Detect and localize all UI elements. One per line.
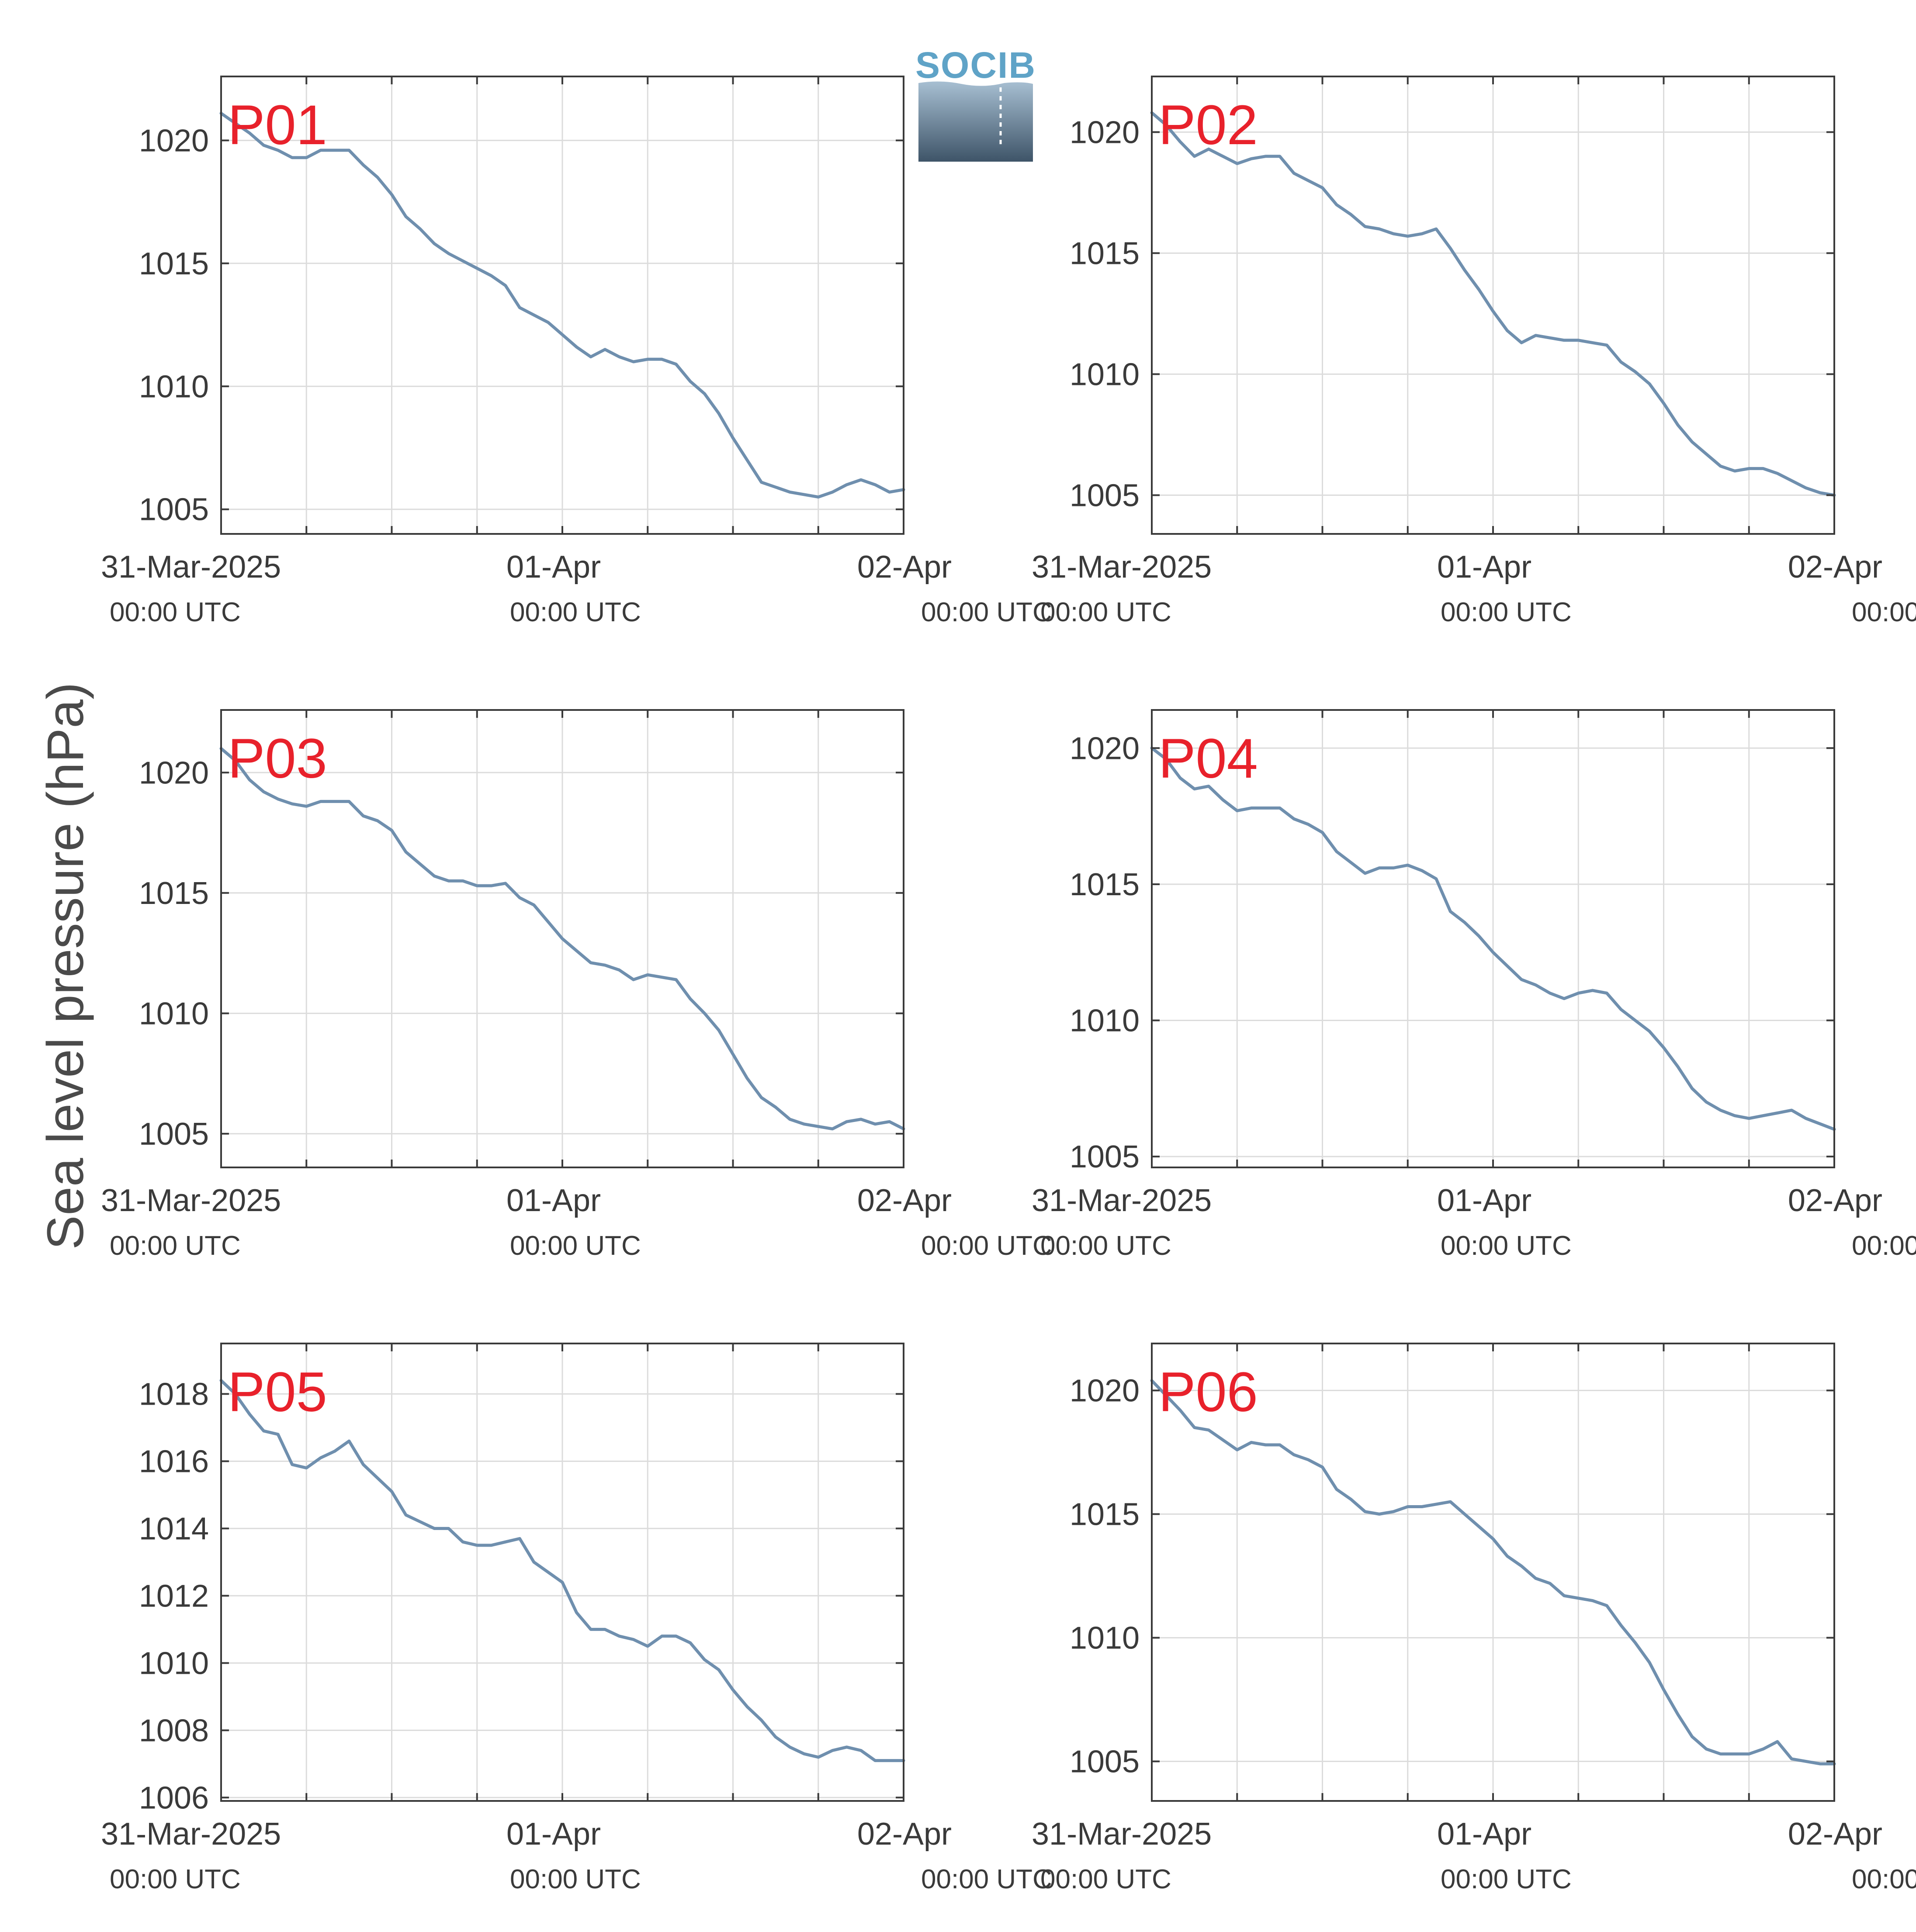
x-tick-sublabel: 00:00 UTC — [1040, 1231, 1171, 1261]
x-tick-label: 02-Apr — [1788, 550, 1882, 585]
y-tick-label: 1020 — [139, 755, 209, 790]
panel-label-p06: P06 — [1158, 1361, 1258, 1423]
y-tick-label: 1014 — [139, 1511, 209, 1546]
x-tick-label: 02-Apr — [857, 550, 952, 585]
panel-label-p02: P02 — [1158, 94, 1258, 156]
x-tick-sublabel: 00:00 UTC — [1040, 1864, 1171, 1894]
chart-panel-p05: 1006 1008 1010 1012 1014 1016 1018 31-Mar-2025 0… — [101, 1343, 1052, 1894]
y-tick-label: 1015 — [1070, 236, 1140, 271]
y-tick-label: 1010 — [139, 369, 209, 404]
series-line-p01 — [219, 111, 905, 499]
x-tick-label: 01-Apr — [1437, 1183, 1531, 1218]
series-line-p03 — [219, 747, 905, 1131]
y-tick-label: 1008 — [139, 1713, 209, 1748]
x-tick-sublabel: 00:00 UTC — [510, 1864, 641, 1894]
y-tick-label: 1010 — [139, 996, 209, 1031]
x-tick-sublabel: 00:00 UTC — [921, 597, 1052, 627]
x-tick-sublabel: 00:00 UTC — [1852, 597, 1916, 627]
x-tick-label: 31-Mar-2025 — [101, 1817, 281, 1852]
x-tick-label: 01-Apr — [506, 550, 601, 585]
series-line-p04 — [1150, 746, 1836, 1131]
panel-label-p05: P05 — [228, 1361, 327, 1423]
panel-label-p04: P04 — [1158, 727, 1258, 790]
socib-logo: SOCIB — [915, 45, 1036, 162]
chart-panel-p01: 1005 1010 1015 1020 31-Mar-2025 00:00 UTC 01-A… — [101, 76, 1052, 627]
x-tick-sublabel: 00:00 UTC — [510, 597, 641, 627]
x-tick-label: 02-Apr — [1788, 1183, 1882, 1218]
x-tick-sublabel: 00:00 UTC — [1040, 597, 1171, 627]
x-tick-label: 31-Mar-2025 — [1032, 1817, 1212, 1852]
y-tick-label: 1015 — [139, 876, 209, 911]
x-tick-sublabel: 00:00 UTC — [1441, 597, 1572, 627]
x-tick-label: 31-Mar-2025 — [101, 550, 281, 585]
x-tick-label: 01-Apr — [506, 1183, 601, 1218]
panels: 1005 1010 1015 1020 31-Mar-2025 00:00 UTC 01-A… — [101, 76, 1916, 1894]
y-tick-label: 1015 — [1070, 867, 1140, 902]
y-tick-label: 1005 — [1070, 478, 1140, 513]
y-tick-label: 1006 — [139, 1780, 209, 1815]
x-tick-sublabel: 00:00 UTC — [921, 1864, 1052, 1894]
x-tick-sublabel: 00:00 UTC — [1441, 1231, 1572, 1261]
x-tick-label: 01-Apr — [506, 1817, 601, 1852]
x-tick-label: 31-Mar-2025 — [101, 1183, 281, 1218]
x-tick-sublabel: 00:00 UTC — [1852, 1864, 1916, 1894]
y-tick-label: 1018 — [139, 1377, 209, 1412]
x-tick-sublabel: 00:00 UTC — [510, 1231, 641, 1261]
y-tick-label: 1015 — [1070, 1497, 1140, 1532]
x-tick-sublabel: 00:00 UTC — [110, 597, 241, 627]
y-axis-title: Sea level pressure (hPa) — [37, 682, 94, 1250]
chart-panel-p06: 1005 1010 1015 1020 31-Mar-2025 00:00 UTC 01-A… — [1032, 1343, 1916, 1894]
x-tick-label: 02-Apr — [857, 1817, 952, 1852]
series-line-p02 — [1150, 111, 1836, 497]
logo-wave-block — [918, 81, 1033, 162]
x-tick-label: 02-Apr — [1788, 1817, 1882, 1852]
x-tick-label: 31-Mar-2025 — [1032, 1183, 1212, 1218]
y-tick-label: 1012 — [139, 1579, 209, 1613]
y-tick-label: 1020 — [1070, 731, 1140, 766]
x-tick-label: 01-Apr — [1437, 550, 1531, 585]
y-tick-label: 1020 — [1070, 1374, 1140, 1409]
y-tick-label: 1010 — [1070, 1003, 1140, 1038]
y-tick-label: 1020 — [1070, 115, 1140, 150]
logo-text: SOCIB — [915, 45, 1036, 86]
x-tick-label: 31-Mar-2025 — [1032, 550, 1212, 585]
x-tick-label: 01-Apr — [1437, 1817, 1531, 1852]
x-tick-sublabel: 00:00 UTC — [1852, 1231, 1916, 1261]
y-tick-label: 1005 — [139, 492, 209, 527]
y-tick-label: 1016 — [139, 1444, 209, 1479]
y-tick-label: 1005 — [139, 1117, 209, 1152]
y-tick-label: 1010 — [1070, 1620, 1140, 1655]
y-tick-label: 1015 — [139, 246, 209, 281]
x-tick-sublabel: 00:00 UTC — [110, 1864, 241, 1894]
x-tick-sublabel: 00:00 UTC — [921, 1231, 1052, 1261]
chart-panel-p03: 1005 1010 1015 1020 31-Mar-2025 00:00 UTC 01-A… — [101, 709, 1052, 1261]
x-tick-sublabel: 00:00 UTC — [1441, 1864, 1572, 1894]
y-tick-label: 1010 — [1070, 357, 1140, 392]
panel-label-p03: P03 — [228, 727, 327, 790]
chart-panel-p04: 1005 1010 1015 1020 31-Mar-2025 00:00 UTC 01-A… — [1032, 709, 1916, 1261]
x-tick-sublabel: 00:00 UTC — [110, 1231, 241, 1261]
y-tick-label: 1020 — [139, 123, 209, 158]
y-tick-label: 1005 — [1070, 1744, 1140, 1779]
y-tick-label: 1010 — [139, 1646, 209, 1681]
panel-label-p01: P01 — [228, 94, 327, 156]
y-tick-label: 1005 — [1070, 1139, 1140, 1174]
chart-panel-p02: 1005 1010 1015 1020 31-Mar-2025 00:00 UTC 01-A… — [1032, 76, 1916, 627]
series-line-p05 — [219, 1379, 905, 1762]
x-tick-label: 02-Apr — [857, 1183, 952, 1218]
series-line-p06 — [1150, 1379, 1836, 1766]
